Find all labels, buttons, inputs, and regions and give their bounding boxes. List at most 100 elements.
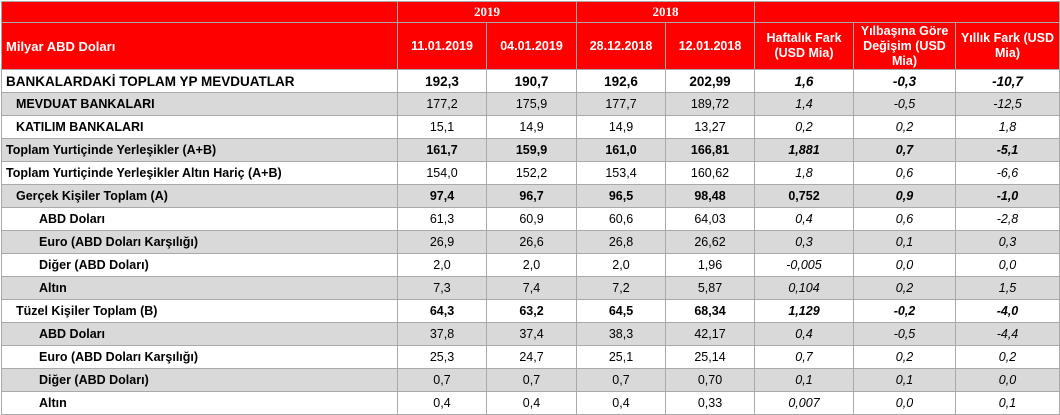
change-cell: -0,5 <box>853 322 956 346</box>
value-cell: 26,9 <box>397 230 487 254</box>
change-cell: 0,2 <box>955 345 1060 369</box>
value-cell: 14,9 <box>486 115 577 139</box>
change-cell: 0,752 <box>754 184 854 208</box>
row-label: Toplam Yurtiçinde Yerleşikler (A+B) <box>1 138 398 162</box>
value-cell: 0,70 <box>665 368 755 392</box>
value-cell: 64,3 <box>397 299 487 323</box>
value-cell: 25,14 <box>665 345 755 369</box>
row-label: Tüzel Kişiler Toplam (B) <box>1 299 398 323</box>
change-cell: -4,0 <box>955 299 1060 323</box>
date-header: 04.01.2019 <box>486 22 577 70</box>
value-cell: 24,7 <box>486 345 577 369</box>
row-label: MEVDUAT BANKALARI <box>1 92 398 116</box>
value-cell: 7,3 <box>397 276 487 300</box>
change-cell: 0,2 <box>853 115 956 139</box>
table-row: Altın 0,4 0,4 0,4 0,33 0,007 0,0 0,1 <box>1 391 1060 415</box>
table-row: Diğer (ABD Doları) 0,7 0,7 0,7 0,70 0,1 … <box>1 368 1060 392</box>
value-cell: 0,33 <box>665 391 755 415</box>
value-cell: 0,4 <box>576 391 666 415</box>
value-cell: 26,6 <box>486 230 577 254</box>
year-2018-header: 2018 <box>576 1 755 23</box>
ytd-change-header: Yılbaşına Göre Değişim (USD Mia) <box>853 22 956 70</box>
change-cell: -2,8 <box>955 207 1060 231</box>
change-cell: 0,2 <box>754 115 854 139</box>
value-cell: 159,9 <box>486 138 577 162</box>
change-cell: 0,2 <box>853 276 956 300</box>
table-row: Euro (ABD Doları Karşılığı) 26,9 26,6 26… <box>1 230 1060 254</box>
row-label: ABD Doları <box>1 207 398 231</box>
change-cell: 1,8 <box>754 161 854 185</box>
value-cell: 7,4 <box>486 276 577 300</box>
value-cell: 68,34 <box>665 299 755 323</box>
change-cell: 0,7 <box>853 138 956 162</box>
value-cell: 26,62 <box>665 230 755 254</box>
table-row: ABD Doları 37,8 37,4 38,3 42,17 0,4 -0,5… <box>1 322 1060 346</box>
value-cell: 37,4 <box>486 322 577 346</box>
row-label: ABD Doları <box>1 322 398 346</box>
value-cell: 61,3 <box>397 207 487 231</box>
change-cell: -0,005 <box>754 253 854 277</box>
value-cell: 97,4 <box>397 184 487 208</box>
table-row: MEVDUAT BANKALARI 177,2 175,9 177,7 189,… <box>1 92 1060 116</box>
change-cell: 0,1 <box>754 368 854 392</box>
value-cell: 0,7 <box>486 368 577 392</box>
change-cell: 0,6 <box>853 207 956 231</box>
table-row: Diğer (ABD Doları) 2,0 2,0 2,0 1,96 -0,0… <box>1 253 1060 277</box>
change-cell: 0,2 <box>853 345 956 369</box>
row-label: KATILIM BANKALARI <box>1 115 398 139</box>
value-cell: 153,4 <box>576 161 666 185</box>
value-cell: 175,9 <box>486 92 577 116</box>
value-cell: 189,72 <box>665 92 755 116</box>
change-cell: 1,129 <box>754 299 854 323</box>
change-cell: 1,5 <box>955 276 1060 300</box>
table-row: Gerçek Kişiler Toplam (A) 97,4 96,7 96,5… <box>1 184 1060 208</box>
year-2019-header: 2019 <box>397 1 577 23</box>
change-cell: 0,1 <box>853 368 956 392</box>
date-header: 11.01.2019 <box>397 22 487 70</box>
value-cell: 0,7 <box>397 368 487 392</box>
value-cell: 161,0 <box>576 138 666 162</box>
change-cell: 0,0 <box>853 253 956 277</box>
change-cell: 0,9 <box>853 184 956 208</box>
table-row: Altın 7,3 7,4 7,2 5,87 0,104 0,2 1,5 <box>1 276 1060 300</box>
change-cell: 0,104 <box>754 276 854 300</box>
value-cell: 2,0 <box>397 253 487 277</box>
change-cell: -0,2 <box>853 299 956 323</box>
value-cell: 60,9 <box>486 207 577 231</box>
value-cell: 161,7 <box>397 138 487 162</box>
row-label: Gerçek Kişiler Toplam (A) <box>1 184 398 208</box>
change-cell: 1,4 <box>754 92 854 116</box>
value-cell: 166,81 <box>665 138 755 162</box>
change-cell: -10,7 <box>955 69 1060 93</box>
value-cell: 96,5 <box>576 184 666 208</box>
change-cell: 0,4 <box>754 322 854 346</box>
change-cell: -12,5 <box>955 92 1060 116</box>
table-row: Tüzel Kişiler Toplam (B) 64,3 63,2 64,5 … <box>1 299 1060 323</box>
weekly-change-header: Haftalık Fark (USD Mia) <box>754 22 854 70</box>
year-header-blank <box>1 1 398 23</box>
row-label: Altın <box>1 391 398 415</box>
value-cell: 0,4 <box>397 391 487 415</box>
value-cell: 37,8 <box>397 322 487 346</box>
table-row: KATILIM BANKALARI 15,1 14,9 14,9 13,27 0… <box>1 115 1060 139</box>
change-cell: 0,3 <box>955 230 1060 254</box>
change-cell: -0,3 <box>853 69 956 93</box>
value-cell: 177,2 <box>397 92 487 116</box>
value-cell: 2,0 <box>576 253 666 277</box>
change-cell: 0,4 <box>754 207 854 231</box>
table-row: ABD Doları 61,3 60,9 60,6 64,03 0,4 0,6 … <box>1 207 1060 231</box>
change-cell: 0,0 <box>853 391 956 415</box>
value-cell: 177,7 <box>576 92 666 116</box>
value-cell: 192,3 <box>397 69 487 93</box>
change-cell: 0,0 <box>955 253 1060 277</box>
value-cell: 64,5 <box>576 299 666 323</box>
row-label: Toplam Yurtiçinde Yerleşikler Altın Hari… <box>1 161 398 185</box>
value-cell: 154,0 <box>397 161 487 185</box>
value-cell: 152,2 <box>486 161 577 185</box>
value-cell: 202,99 <box>665 69 755 93</box>
change-cell: -0,5 <box>853 92 956 116</box>
change-cell: 1,6 <box>754 69 854 93</box>
change-cell: -4,4 <box>955 322 1060 346</box>
change-cell: 0,1 <box>955 391 1060 415</box>
